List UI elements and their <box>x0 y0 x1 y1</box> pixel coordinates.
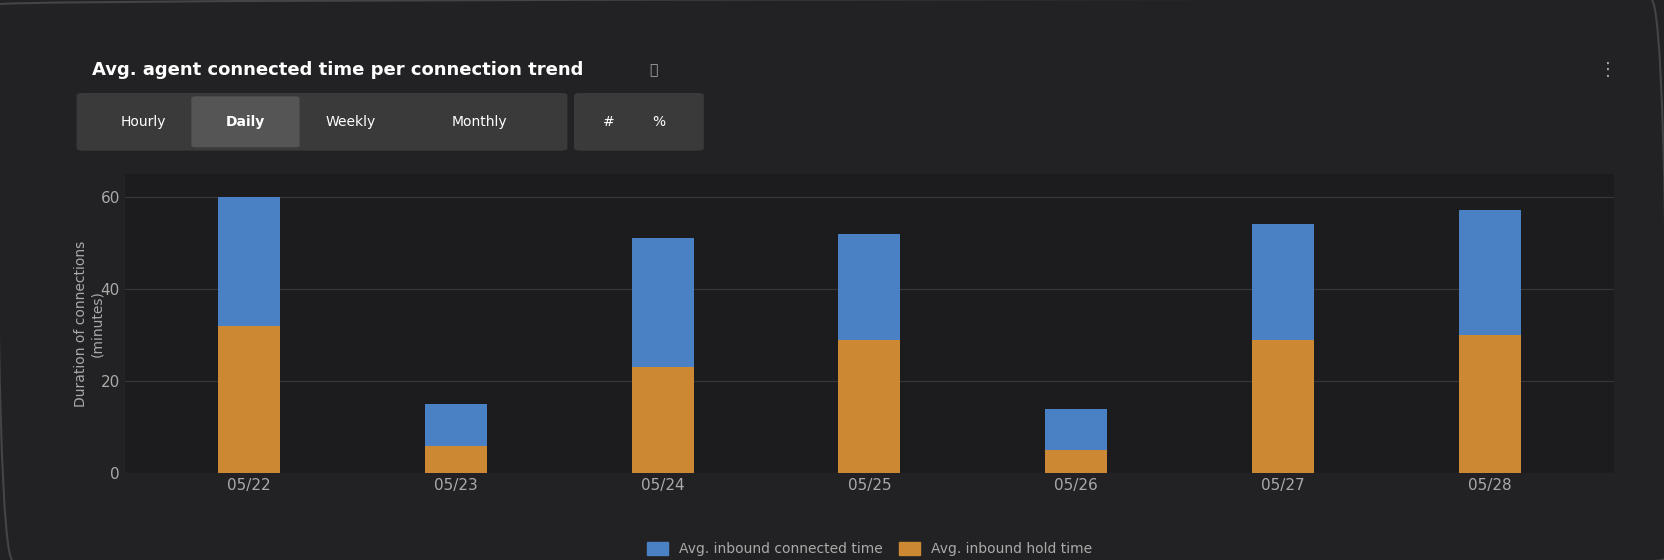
Bar <box>1251 339 1315 473</box>
Bar <box>839 234 900 339</box>
Text: ⓘ: ⓘ <box>649 63 657 77</box>
Bar <box>218 326 280 473</box>
Text: %: % <box>652 115 666 129</box>
Text: Daily: Daily <box>226 115 265 129</box>
Bar <box>1045 409 1107 450</box>
Bar <box>632 367 694 473</box>
Bar <box>218 197 280 326</box>
Bar <box>424 446 488 473</box>
Bar <box>1459 335 1521 473</box>
Bar <box>839 339 900 473</box>
Bar <box>1045 450 1107 473</box>
Bar <box>632 238 694 367</box>
Text: Avg. agent connected time per connection trend: Avg. agent connected time per connection… <box>92 61 582 79</box>
Text: ⋮: ⋮ <box>1599 61 1617 79</box>
Text: #: # <box>602 115 616 129</box>
Bar <box>1251 225 1315 339</box>
Text: Monthly: Monthly <box>451 115 508 129</box>
Bar <box>1459 211 1521 335</box>
Legend: Avg. inbound connected time, Avg. inbound hold time: Avg. inbound connected time, Avg. inboun… <box>647 542 1092 556</box>
Text: Weekly: Weekly <box>326 115 376 129</box>
Y-axis label: Duration of connections
(minutes): Duration of connections (minutes) <box>75 240 105 407</box>
Text: Hourly: Hourly <box>120 115 166 129</box>
Bar <box>424 404 488 446</box>
